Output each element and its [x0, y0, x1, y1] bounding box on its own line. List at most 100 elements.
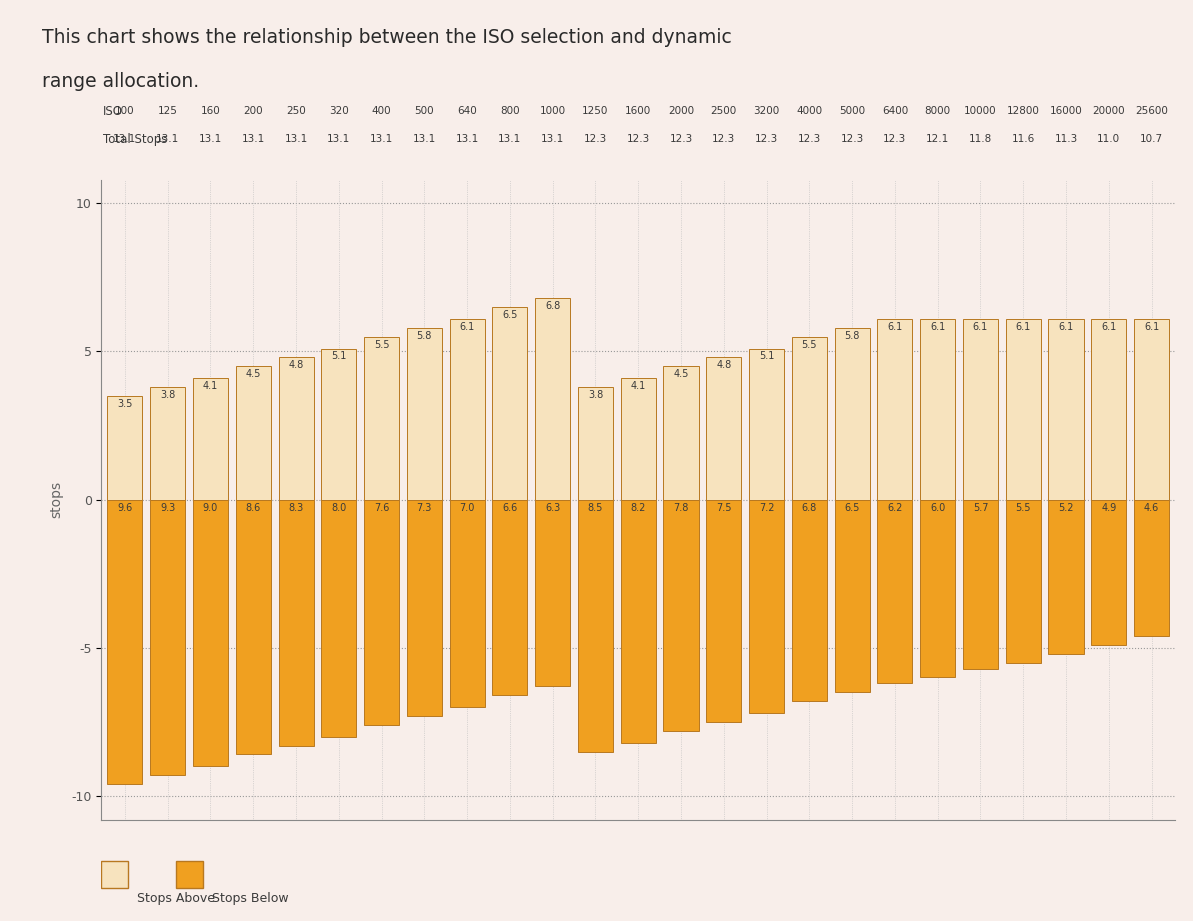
Text: 100: 100 — [115, 107, 135, 116]
Bar — [1135, 319, 1169, 499]
Text: 5.7: 5.7 — [972, 503, 988, 513]
Text: 3200: 3200 — [754, 107, 780, 116]
Text: 12.3: 12.3 — [712, 134, 735, 144]
Text: 1250: 1250 — [582, 107, 608, 116]
Bar — [236, 499, 271, 754]
Text: 12.3: 12.3 — [798, 134, 821, 144]
Text: 7.6: 7.6 — [373, 503, 389, 513]
Bar — [877, 319, 913, 499]
Bar — [321, 499, 357, 737]
Bar — [493, 307, 527, 499]
Text: 13.1: 13.1 — [499, 134, 521, 144]
Bar — [450, 319, 484, 499]
Bar — [278, 357, 314, 499]
Text: 125: 125 — [157, 107, 178, 116]
Text: 6.2: 6.2 — [888, 503, 903, 513]
Text: 6.8: 6.8 — [545, 301, 561, 311]
Text: 4.1: 4.1 — [631, 381, 645, 391]
Text: 5.1: 5.1 — [332, 352, 346, 361]
Bar — [577, 387, 613, 499]
Bar — [835, 499, 870, 693]
Text: 6.6: 6.6 — [502, 503, 518, 513]
Bar — [706, 499, 741, 722]
Bar — [792, 499, 827, 701]
Text: 6.3: 6.3 — [545, 503, 561, 513]
Text: 4.5: 4.5 — [673, 369, 688, 379]
Bar — [193, 379, 228, 499]
Bar — [920, 499, 956, 678]
Text: 13.1: 13.1 — [242, 134, 265, 144]
Text: 13.1: 13.1 — [456, 134, 478, 144]
Text: 6400: 6400 — [882, 107, 908, 116]
Bar — [536, 499, 570, 686]
Text: 5.8: 5.8 — [416, 331, 432, 341]
Text: 13.1: 13.1 — [284, 134, 308, 144]
Bar — [177, 861, 203, 888]
Text: 20000: 20000 — [1093, 107, 1125, 116]
Bar — [1049, 319, 1083, 499]
Text: 5.5: 5.5 — [802, 340, 817, 350]
Bar — [101, 861, 129, 888]
Text: 8.5: 8.5 — [588, 503, 604, 513]
Bar — [364, 499, 400, 725]
Bar — [792, 337, 827, 499]
Text: 6.1: 6.1 — [1101, 321, 1117, 332]
Bar — [963, 319, 999, 499]
Text: 8.6: 8.6 — [246, 503, 261, 513]
Text: Total Stops: Total Stops — [103, 133, 167, 146]
Text: 6.1: 6.1 — [459, 321, 475, 332]
Text: 4.8: 4.8 — [289, 360, 304, 370]
Text: 9.6: 9.6 — [117, 503, 132, 513]
Text: 200: 200 — [243, 107, 264, 116]
Bar — [493, 499, 527, 695]
Text: 6.8: 6.8 — [802, 503, 817, 513]
Bar — [1006, 319, 1040, 499]
Bar — [706, 357, 741, 499]
Text: 6.1: 6.1 — [1058, 321, 1074, 332]
Text: 500: 500 — [414, 107, 434, 116]
Text: 13.1: 13.1 — [327, 134, 351, 144]
Text: 4.5: 4.5 — [246, 369, 261, 379]
Bar — [1135, 499, 1169, 636]
Text: 8000: 8000 — [925, 107, 951, 116]
Text: 9.0: 9.0 — [203, 503, 218, 513]
Bar — [1092, 319, 1126, 499]
Bar — [364, 337, 400, 499]
Y-axis label: stops: stops — [49, 481, 63, 519]
Text: 3.8: 3.8 — [588, 390, 604, 400]
Bar — [150, 499, 185, 775]
Bar — [620, 499, 656, 742]
Text: Stops Below: Stops Below — [212, 892, 289, 904]
Text: 13.1: 13.1 — [370, 134, 394, 144]
Text: 4000: 4000 — [796, 107, 822, 116]
Text: 6.1: 6.1 — [931, 321, 945, 332]
Text: 25600: 25600 — [1136, 107, 1168, 116]
Text: 7.2: 7.2 — [759, 503, 774, 513]
Bar — [749, 499, 784, 713]
Bar — [1092, 499, 1126, 645]
Text: 13.1: 13.1 — [156, 134, 179, 144]
Text: 6.5: 6.5 — [845, 503, 860, 513]
Text: 320: 320 — [329, 107, 348, 116]
Text: 12.3: 12.3 — [883, 134, 907, 144]
Text: 2500: 2500 — [711, 107, 737, 116]
Text: 400: 400 — [372, 107, 391, 116]
Text: 7.8: 7.8 — [673, 503, 688, 513]
Bar — [920, 319, 956, 499]
Text: 4.6: 4.6 — [1144, 503, 1160, 513]
Text: 6.5: 6.5 — [502, 310, 518, 320]
Text: 5.5: 5.5 — [373, 340, 389, 350]
Text: 7.3: 7.3 — [416, 503, 432, 513]
Text: 13.1: 13.1 — [113, 134, 136, 144]
Text: 11.8: 11.8 — [969, 134, 993, 144]
Bar — [663, 499, 699, 730]
Text: 1000: 1000 — [539, 107, 565, 116]
Text: 4.1: 4.1 — [203, 381, 218, 391]
Text: 10.7: 10.7 — [1141, 134, 1163, 144]
Text: ISO: ISO — [103, 105, 123, 118]
Text: 13.1: 13.1 — [413, 134, 435, 144]
Text: 640: 640 — [457, 107, 477, 116]
Text: 12.3: 12.3 — [626, 134, 650, 144]
Bar — [749, 348, 784, 499]
Bar — [877, 499, 913, 683]
